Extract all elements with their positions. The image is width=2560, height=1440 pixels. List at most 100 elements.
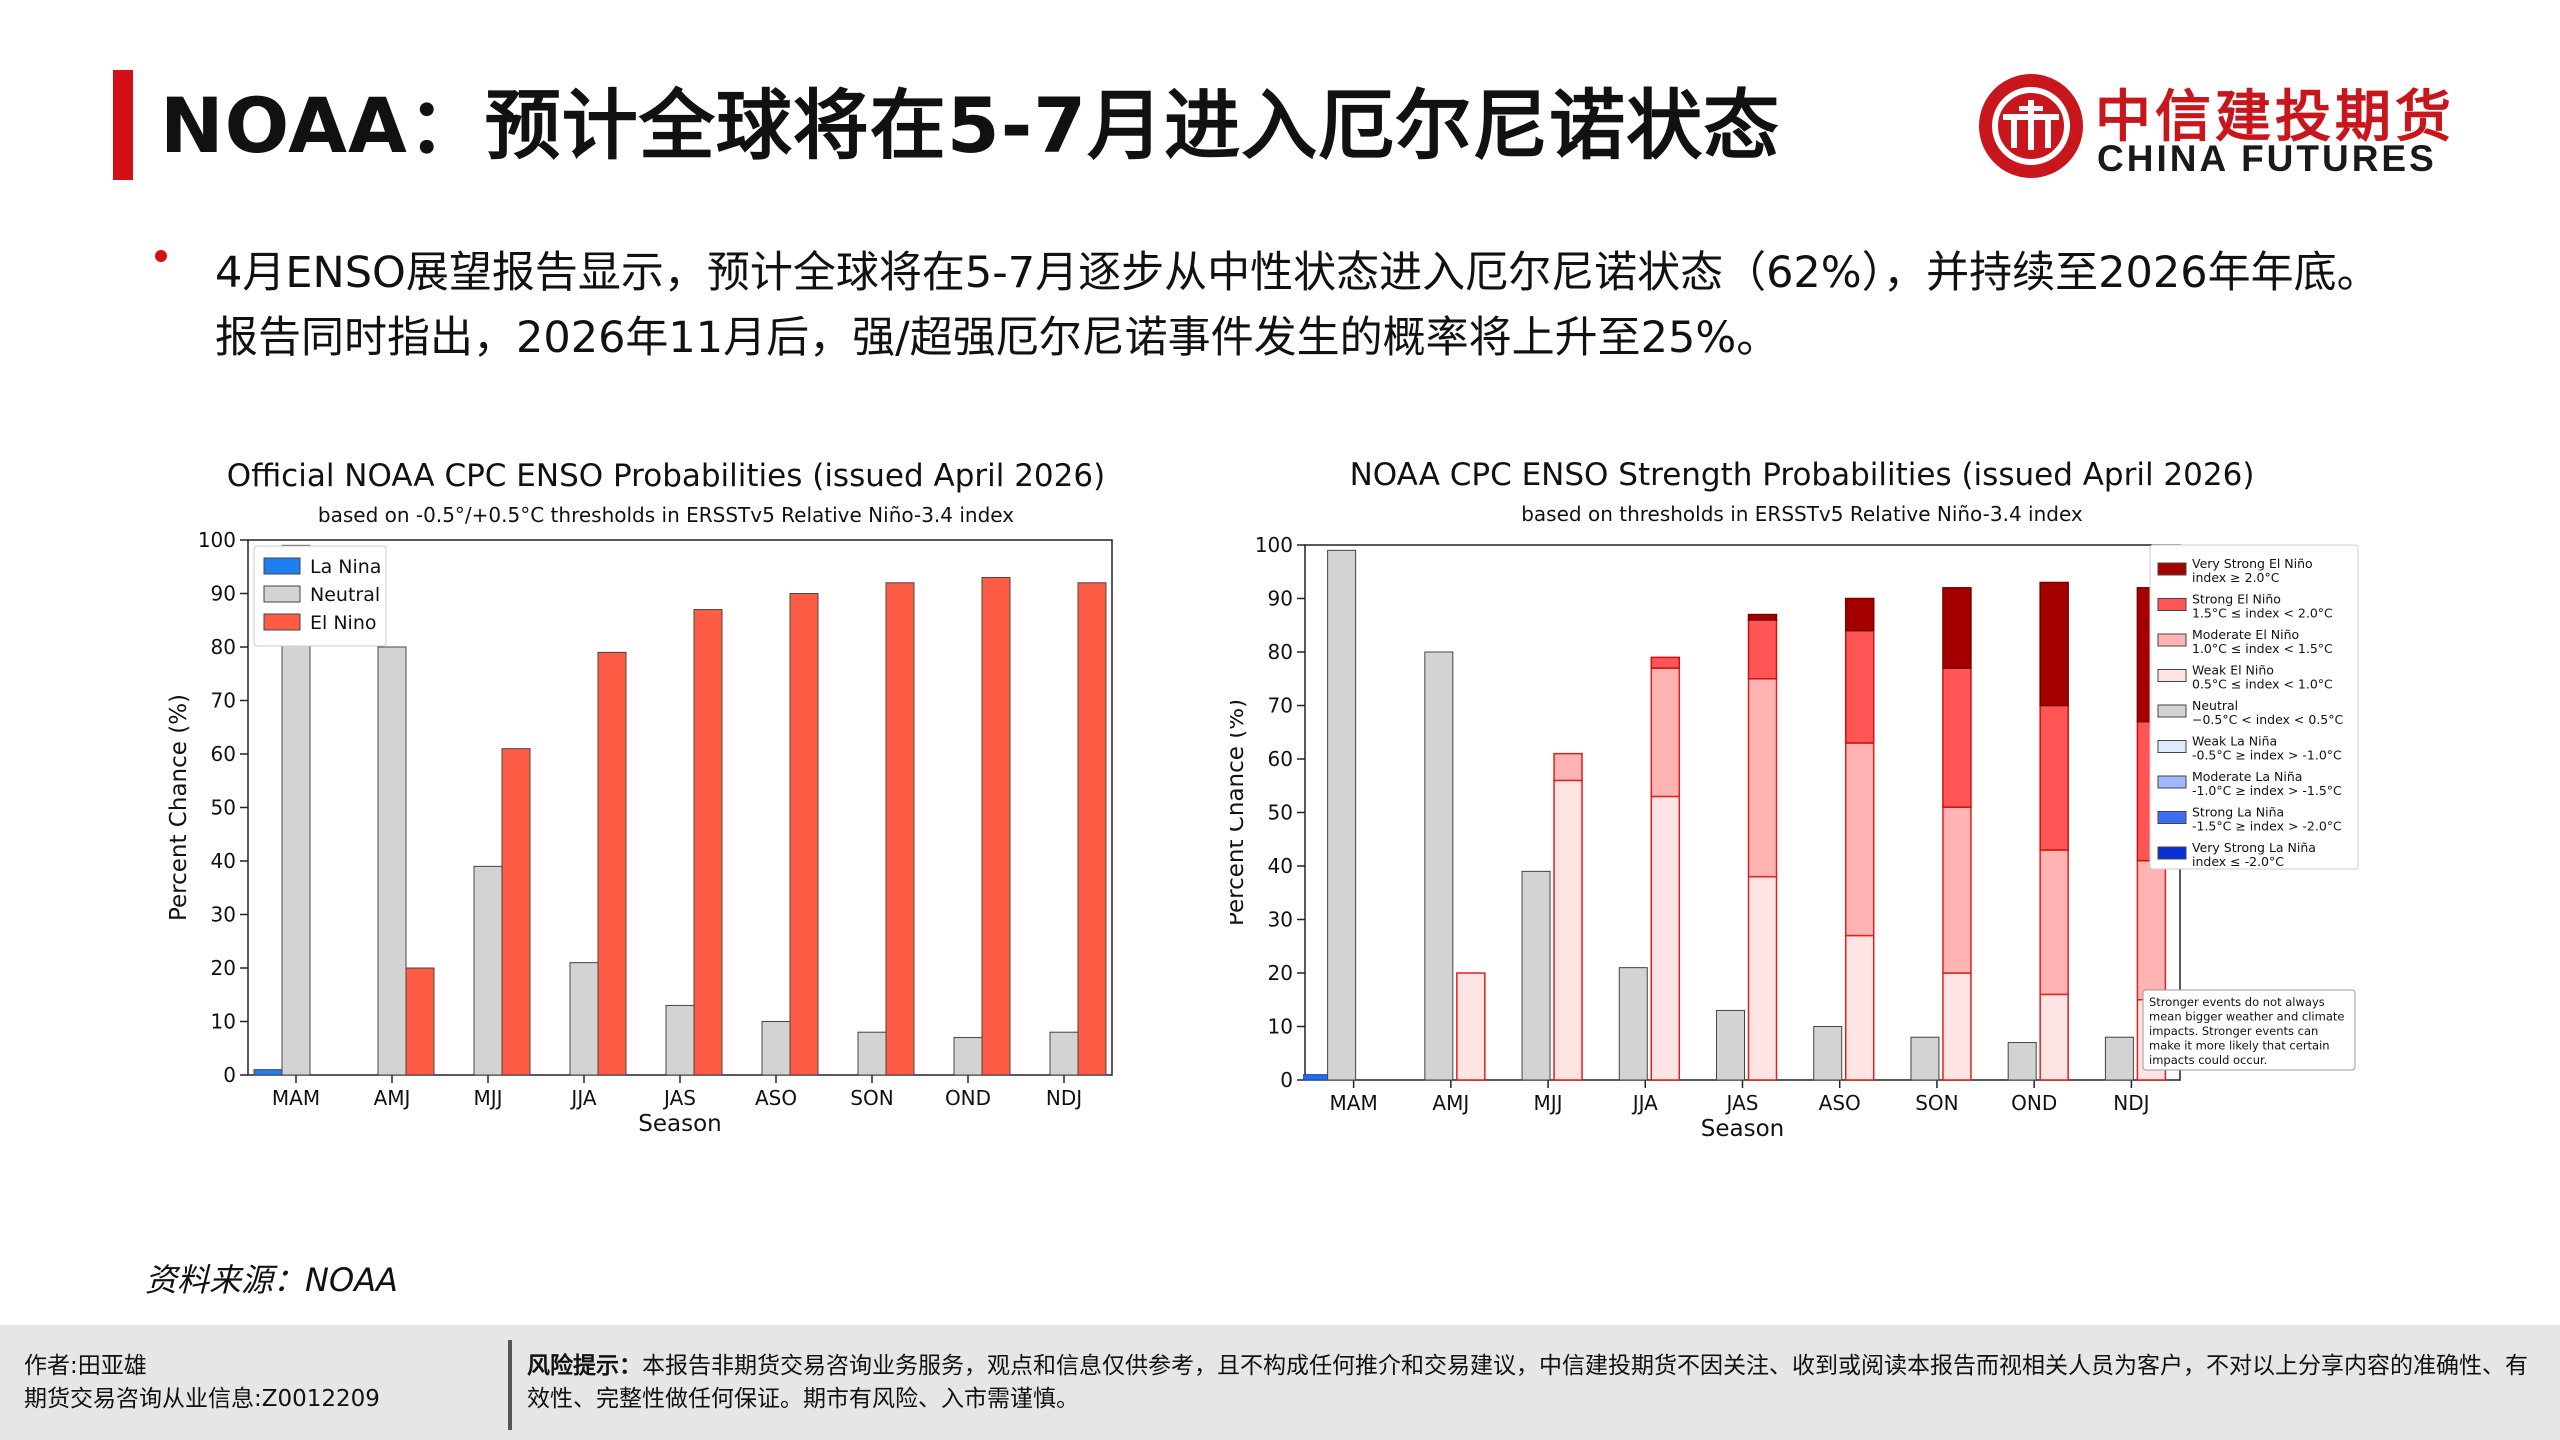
china-futures-logo-icon <box>1979 74 2083 178</box>
bar-moderate-el-ni-o <box>1942 806 1972 974</box>
bar-neutral <box>473 865 503 1076</box>
bar-weak-el-ni-o <box>1747 875 1778 1081</box>
chart-subtitle: based on -0.5°/+0.5°C thresholds in ERSS… <box>318 503 1014 527</box>
footer-license: 期货交易咨询从业信息:Z0012209 <box>24 1386 380 1412</box>
bar-el-nino <box>405 967 435 1076</box>
x-tick-label: OND <box>2011 1091 2057 1115</box>
bar-el-nino <box>597 651 627 1076</box>
bar-neutral <box>2007 1042 2037 1081</box>
x-tick-label: MJJ <box>1534 1091 1563 1115</box>
bar-very-strong-el-ni-o <box>1942 587 1972 669</box>
legend-desc: −0.5°C < index < 0.5°C <box>2192 712 2343 727</box>
footer-author: 作者:田亚雄 <box>24 1353 147 1379</box>
y-tick-label: 60 <box>1268 747 1293 771</box>
bullet-text-line-2: 报告同时指出，2026年11月后，强/超强厄尔尼诺事件发生的概率将上升至25%。 <box>215 313 1780 363</box>
bar-moderate-el-ni-o <box>1650 667 1681 798</box>
y-axis-label: Percent Chance (%) <box>1230 699 1249 926</box>
x-tick-label: JJA <box>1631 1091 1658 1115</box>
y-tick-label: 10 <box>211 1010 236 1034</box>
bar-neutral <box>569 962 599 1076</box>
legend-desc: 1.5°C ≤ index < 2.0°C <box>2192 606 2333 621</box>
bar-el-nino <box>885 582 915 1076</box>
x-axis-label: Season <box>1701 1116 1784 1142</box>
y-tick-label: 70 <box>211 689 236 713</box>
x-tick-label: JAS <box>662 1086 696 1110</box>
legend-label: El Nino <box>310 612 376 634</box>
bar-neutral <box>2104 1036 2134 1081</box>
note-box <box>2142 989 2356 1071</box>
bar-weak-el-ni-o <box>1844 934 1875 1081</box>
legend-label: Moderate El Niño <box>2192 627 2299 642</box>
legend-swatch <box>2157 633 2187 647</box>
source-note: 资料来源：NOAA <box>145 1261 398 1299</box>
legend-desc: 1.0°C ≤ index < 1.5°C <box>2192 641 2333 656</box>
legend-label: Weak La Niña <box>2192 734 2277 749</box>
bar-strong-el-ni-o <box>1650 656 1681 669</box>
y-tick-label: 40 <box>211 849 236 873</box>
x-tick-label: MAM <box>272 1086 320 1110</box>
legend-swatch <box>263 613 301 631</box>
title-accent-bar <box>113 70 133 180</box>
bar-el-nino <box>981 576 1011 1076</box>
bar-neutral <box>761 1021 791 1076</box>
bar-neutral <box>1910 1036 1940 1081</box>
x-axis-label: Season <box>638 1111 721 1137</box>
logo-chinese-name: 中信建投期货 <box>2095 85 2455 150</box>
note-line: make it more likely that certain <box>2149 1039 2330 1053</box>
legend-desc: index ≥ 2.0°C <box>2192 570 2280 585</box>
legend-label: Very Strong La Niña <box>2192 840 2316 855</box>
legend-swatch <box>2157 669 2187 682</box>
legend-label: Strong El Niño <box>2192 592 2281 607</box>
y-tick-label: 30 <box>211 903 236 927</box>
y-tick-label: 20 <box>211 956 236 980</box>
x-tick-label: JAS <box>1725 1091 1759 1115</box>
legend-swatch <box>263 557 301 575</box>
bar-neutral <box>1049 1031 1079 1076</box>
chart-subtitle: based on thresholds in ERSSTv5 Relative … <box>1521 502 2083 526</box>
y-tick-label: 50 <box>1268 801 1293 825</box>
bar-very-strong-el-ni-o <box>2039 581 2069 707</box>
y-tick-label: 20 <box>1268 961 1293 985</box>
enso-probabilities-chart: Official NOAA CPC ENSO Probabilities (is… <box>166 458 1113 1137</box>
y-tick-label: 100 <box>198 528 236 552</box>
x-tick-label: OND <box>945 1086 991 1110</box>
bar-strong-el-ni-o <box>1747 619 1778 680</box>
x-tick-label: JJA <box>569 1086 596 1110</box>
legend-swatch <box>263 585 301 603</box>
y-tick-label: 70 <box>1268 694 1293 718</box>
legend-desc: -0.5°C ≥ index > -1.0°C <box>2192 748 2342 763</box>
bar-neutral <box>1424 651 1454 1081</box>
legend-swatch <box>2157 562 2187 576</box>
y-tick-label: 0 <box>1280 1068 1293 1092</box>
x-tick-label: ASO <box>755 1086 797 1110</box>
chart-title: Official NOAA CPC ENSO Probabilities (is… <box>227 458 1105 494</box>
bar-neutral <box>377 646 407 1076</box>
y-tick-label: 80 <box>1268 640 1293 664</box>
bar-weak-el-ni-o <box>1942 972 1972 1081</box>
footer-risk-label: 风险提示： <box>527 1353 642 1379</box>
bar-el-nino <box>693 609 723 1076</box>
bar-la-nina <box>253 1069 283 1076</box>
bar-moderate-el-ni-o <box>1747 678 1778 878</box>
footer-risk-block: 风险提示：本报告非期货交易咨询业务服务，观点和信息仅供参考，且不构成任何推介和交… <box>527 1350 2537 1416</box>
note-line: impacts could occur. <box>2149 1053 2267 1067</box>
bar-neutral <box>1327 549 1357 1081</box>
legend-swatch <box>2157 846 2187 860</box>
x-tick-label: ASO <box>1819 1091 1861 1115</box>
enso-strength-chart: NOAA CPC ENSO Strength Probabilities (is… <box>1230 457 2359 1142</box>
page-title: NOAA：预计全球将在5-7月进入厄尔尼诺状态 <box>160 81 1781 170</box>
y-tick-label: 30 <box>1268 908 1293 932</box>
legend-label: Very Strong El Niño <box>2192 556 2313 571</box>
x-tick-label: NDJ <box>2113 1091 2149 1115</box>
bar-neutral <box>1618 967 1648 1081</box>
bar-neutral <box>1813 1026 1843 1081</box>
bar-neutral <box>665 1004 695 1076</box>
x-tick-label: AMJ <box>374 1086 411 1110</box>
footer-risk-text: 本报告非期货交易咨询业务服务，观点和信息仅供参考，且不构成任何推介和交易建议，中… <box>527 1353 2528 1412</box>
note-line: mean bigger weather and climate <box>2149 1010 2344 1024</box>
legend-box <box>2149 544 2359 870</box>
bullet-text-line-1: 4月ENSO展望报告显示，预计全球将在5-7月逐步从中性状态进入厄尔尼诺状态（6… <box>215 248 2380 298</box>
y-axis-label: Percent Chance (%) <box>166 694 192 921</box>
logo-english-name: CHINA FUTURES <box>2097 138 2437 179</box>
